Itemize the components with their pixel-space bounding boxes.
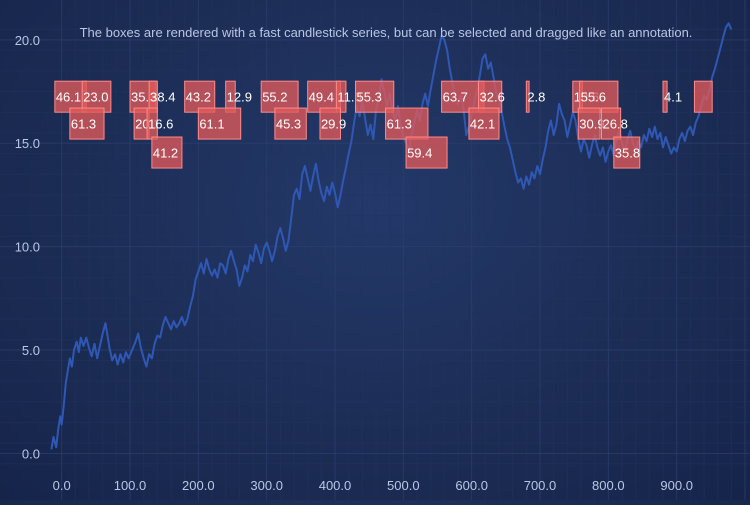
box-annotation[interactable]: 61.1 [197, 107, 242, 140]
box-annotation[interactable]: 32.6 [478, 80, 505, 113]
box-annotation[interactable]: 35.8 [613, 136, 641, 169]
box-rect[interactable] [405, 136, 448, 169]
x-tick-label: 200.0 [182, 478, 215, 493]
box-rect[interactable] [197, 107, 242, 140]
box-annotation[interactable]: 63.7 [441, 80, 485, 113]
box-label: 61.3 [71, 117, 96, 132]
axes: 0.0 5.0 10.0 15.0 20.0 0.0 100.0 200.0 300.0 400.… [15, 33, 693, 493]
box-annotation[interactable]: 26.8 [601, 107, 628, 140]
x-tick-label: 900.0 [660, 478, 693, 493]
box-label: 49.4 [309, 90, 334, 105]
box-label: 55.2 [262, 90, 287, 105]
box-annotation[interactable]: 55.2 [260, 80, 299, 113]
box-annotation[interactable]: 49.4 [307, 80, 341, 113]
box-label: 38.4 [150, 90, 175, 105]
box-annotation[interactable]: 42.1 [468, 107, 500, 140]
chart-subtitle: The boxes are rendered with a fast candl… [80, 25, 693, 40]
box-annotations: 46.123.061.335.338.420.116.641.243.212.9… [54, 80, 713, 169]
box-label: 45.3 [276, 117, 301, 132]
y-tick-label: 5.0 [22, 343, 40, 358]
box-label: 43.2 [186, 90, 211, 105]
y-tick-label: 15.0 [15, 136, 40, 151]
box-label: 32.6 [480, 90, 505, 105]
box-label: 35.8 [615, 146, 640, 161]
box-annotation[interactable] [693, 80, 713, 113]
box-annotation[interactable]: 55.6 [579, 80, 619, 113]
box-rect[interactable] [525, 80, 530, 113]
box-label: 55.6 [581, 90, 606, 105]
box-rect[interactable] [662, 80, 668, 113]
box-rect[interactable] [184, 80, 216, 113]
box-annotation[interactable]: 38.4 [148, 80, 175, 113]
box-annotation[interactable]: 61.3 [385, 107, 429, 140]
box-annotation[interactable]: 2.8 [525, 80, 545, 113]
box-annotation[interactable]: 45.3 [274, 107, 307, 140]
box-annotation[interactable]: 4.1 [662, 80, 682, 113]
box-rect[interactable] [613, 136, 641, 169]
box-label: 61.3 [387, 117, 412, 132]
x-tick-label: 600.0 [455, 478, 488, 493]
box-label: 41.2 [153, 146, 178, 161]
box-rect[interactable] [468, 107, 500, 140]
box-label: 55.3 [357, 90, 382, 105]
box-label: 16.6 [148, 117, 173, 132]
box-rect[interactable] [577, 107, 601, 140]
box-annotation[interactable]: 12.9 [225, 80, 252, 113]
box-rect[interactable] [355, 80, 395, 113]
box-label: 12.9 [227, 90, 252, 105]
box-annotation[interactable]: 43.2 [184, 80, 216, 113]
box-label: 42.1 [470, 117, 495, 132]
box-rect[interactable] [601, 107, 622, 140]
box-annotation[interactable]: 61.3 [69, 107, 105, 140]
y-tick-label: 0.0 [22, 446, 40, 461]
box-annotation[interactable]: 59.4 [405, 136, 448, 169]
x-tick-label: 800.0 [592, 478, 625, 493]
x-tick-label: 700.0 [524, 478, 557, 493]
box-label: 2.8 [527, 90, 545, 105]
box-annotation[interactable]: 29.9 [319, 107, 346, 140]
box-annotation[interactable]: 55.3 [355, 80, 395, 113]
box-rect[interactable] [319, 107, 341, 140]
box-rect[interactable] [335, 80, 347, 113]
box-label: 4.1 [664, 90, 682, 105]
x-tick-label: 0.0 [53, 478, 71, 493]
x-tick-label: 300.0 [250, 478, 283, 493]
box-label: 61.1 [199, 117, 224, 132]
y-tick-label: 20.0 [15, 33, 40, 48]
box-annotation[interactable]: 23.0 [81, 80, 112, 113]
box-rect[interactable] [274, 107, 307, 140]
box-label: 30.9 [579, 117, 604, 132]
box-annotation[interactable]: 46.1 [54, 80, 87, 113]
box-annotation[interactable]: 16.6 [146, 107, 173, 140]
box-label: 29.9 [321, 117, 346, 132]
box-annotation[interactable]: 30.9 [577, 107, 605, 140]
box-rect[interactable] [260, 80, 299, 113]
x-tick-label: 100.0 [114, 478, 147, 493]
box-label: 23.0 [83, 90, 108, 105]
box-label: 63.7 [443, 90, 468, 105]
box-rect[interactable] [54, 80, 87, 113]
box-annotation[interactable]: 41.2 [151, 136, 183, 169]
box-rect[interactable] [151, 136, 183, 169]
box-label: 46.1 [56, 90, 81, 105]
box-rect[interactable] [69, 107, 105, 140]
box-rect[interactable] [693, 80, 713, 113]
x-tick-label: 500.0 [387, 478, 420, 493]
box-label: 26.8 [603, 117, 628, 132]
box-rect[interactable] [385, 107, 429, 140]
box-label: 59.4 [407, 146, 432, 161]
y-tick-label: 10.0 [15, 240, 40, 255]
x-tick-label: 400.0 [319, 478, 352, 493]
